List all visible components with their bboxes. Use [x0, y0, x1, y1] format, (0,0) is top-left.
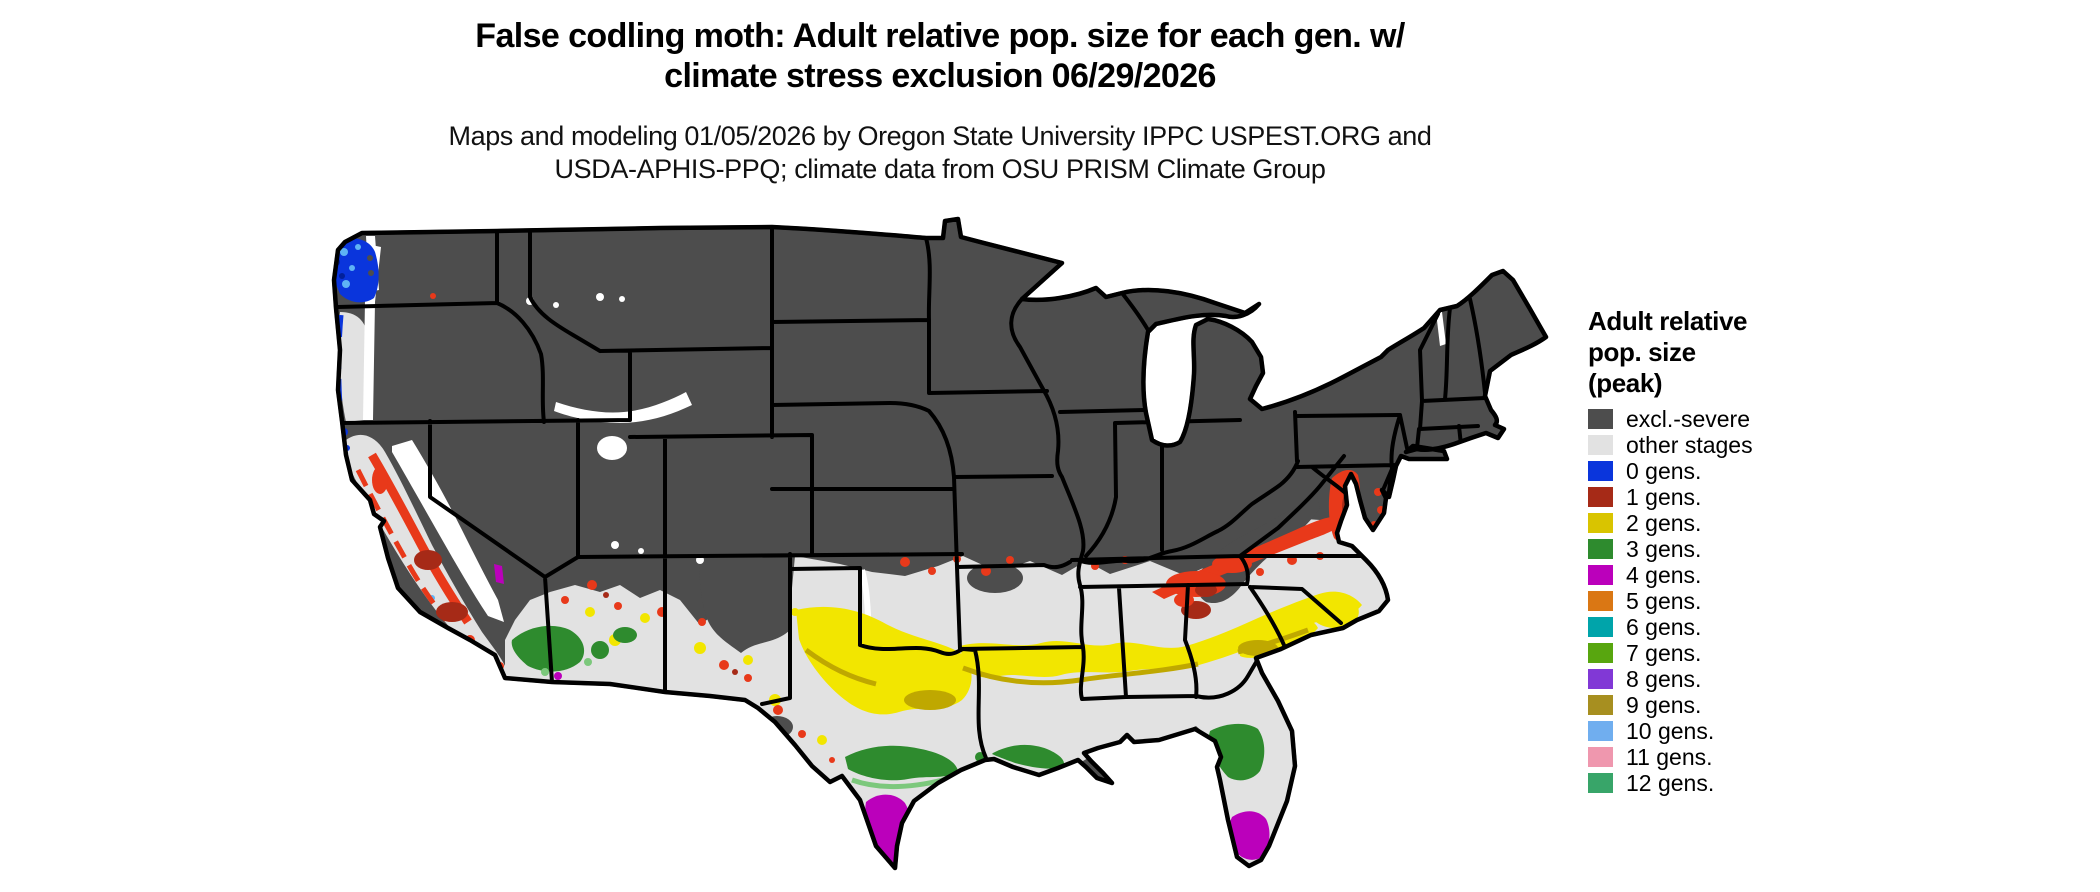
legend-swatch-6-gens [1588, 617, 1613, 637]
legend-swatch-5-gens [1588, 591, 1613, 611]
page-subtitle-line1: Maps and modeling 01/05/2026 by Oregon S… [448, 121, 1432, 151]
legend-label-1-gens: 1 gens. [1626, 484, 1702, 510]
legend-swatch-1-gens [1588, 487, 1613, 507]
legend-swatch-3-gens [1588, 539, 1613, 559]
page-subtitle-line2: USDA-APHIS-PPQ; climate data from OSU PR… [554, 154, 1326, 184]
legend-label-6-gens: 6 gens. [1626, 614, 1702, 640]
legend-swatch-other-stages [1588, 435, 1613, 455]
legend-label-3-gens: 3 gens. [1626, 536, 1702, 562]
legend-label-11-gens: 11 gens. [1626, 744, 1713, 770]
legend-swatch-4-gens [1588, 565, 1613, 585]
legend-swatch-9-gens [1588, 695, 1613, 715]
legend-row-7-gens: 7 gens. [1588, 640, 1848, 666]
legend-row-2-gens: 2 gens. [1588, 510, 1848, 536]
legend-row-11-gens: 11 gens. [1588, 744, 1848, 770]
legend-label-10-gens: 10 gens. [1626, 718, 1715, 744]
legend-row-1-gens: 1 gens. [1588, 484, 1848, 510]
legend-label-12-gens: 12 gens. [1626, 770, 1715, 796]
legend-label-other-stages: other stages [1626, 432, 1753, 458]
legend-label-9-gens: 9 gens. [1626, 692, 1702, 718]
page-title-line2: climate stress exclusion 06/29/2026 [664, 57, 1216, 95]
legend-label-excl-severe: excl.-severe [1626, 406, 1750, 432]
title-block: False codling moth: Adult relative pop. … [160, 16, 1720, 96]
legend-row-other-stages: other stages [1588, 432, 1848, 458]
state-borders [336, 225, 1487, 760]
legend-title-line3: (peak) [1588, 368, 1663, 398]
legend-swatch-12-gens [1588, 773, 1613, 793]
legend-label-8-gens: 8 gens. [1626, 666, 1702, 692]
legend-label-0-gens: 0 gens. [1626, 458, 1702, 484]
legend-swatch-excl-severe [1588, 409, 1613, 429]
legend-swatch-8-gens [1588, 669, 1613, 689]
legend-row-0-gens: 0 gens. [1588, 458, 1848, 484]
legend-row-3-gens: 3 gens. [1588, 536, 1848, 562]
legend-swatch-10-gens [1588, 721, 1613, 741]
region-5-gens-orange [1203, 870, 1258, 884]
legend-row-9-gens: 9 gens. [1588, 692, 1848, 718]
subtitle-block: Maps and modeling 01/05/2026 by Oregon S… [160, 120, 1720, 186]
legend-row-12-gens: 12 gens. [1588, 770, 1848, 796]
legend-swatch-2-gens [1588, 513, 1613, 533]
legend-title-line1: Adult relative [1588, 306, 1748, 336]
legend-label-2-gens: 2 gens. [1626, 510, 1702, 536]
legend-row-4-gens: 4 gens. [1588, 562, 1848, 588]
legend-row-5-gens: 5 gens. [1588, 588, 1848, 614]
legend-swatch-11-gens [1588, 747, 1613, 767]
legend-swatch-7-gens [1588, 643, 1613, 663]
region-3-gens-green [511, 625, 1265, 790]
legend-label-7-gens: 7 gens. [1626, 640, 1702, 666]
legend-label-5-gens: 5 gens. [1626, 588, 1702, 614]
legend: Adult relative pop. size (peak) excl.-se… [1588, 306, 1848, 796]
legend-row-8-gens: 8 gens. [1588, 666, 1848, 692]
legend-row-excl-severe: excl.-severe [1588, 406, 1848, 432]
legend-row-10-gens: 10 gens. [1588, 718, 1848, 744]
legend-swatch-0-gens [1588, 461, 1613, 481]
legend-items: excl.-severe other stages 0 gens. 1 gens… [1588, 406, 1848, 796]
legend-row-6-gens: 6 gens. [1588, 614, 1848, 640]
page-title-line1: False codling moth: Adult relative pop. … [475, 17, 1405, 55]
legend-title-line2: pop. size [1588, 337, 1696, 367]
legend-label-4-gens: 4 gens. [1626, 562, 1702, 588]
